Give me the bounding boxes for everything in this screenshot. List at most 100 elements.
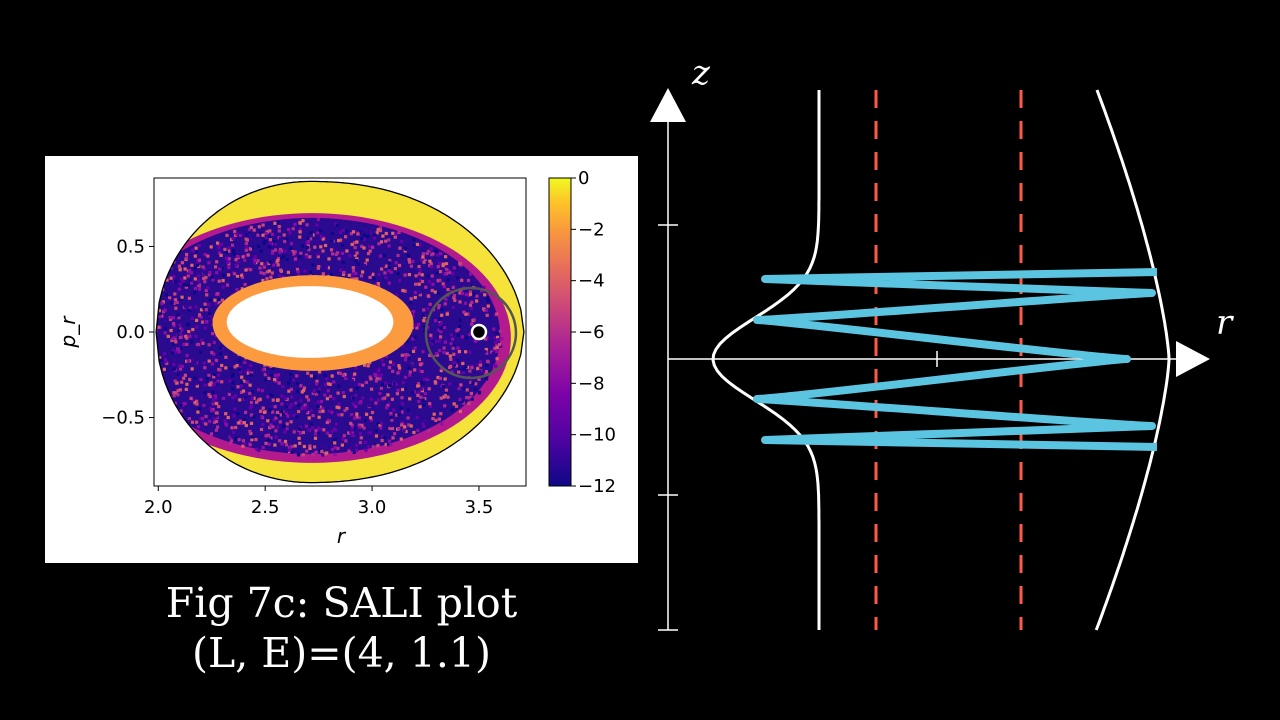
heatmap-cell xyxy=(452,281,456,285)
heatmap-cell xyxy=(354,443,359,448)
heatmap-cell xyxy=(373,372,377,376)
heatmap-cell xyxy=(325,431,329,435)
heatmap-cell xyxy=(330,374,334,378)
heatmap-cell xyxy=(295,267,300,272)
heatmap-cell xyxy=(249,225,253,229)
heatmap-cell xyxy=(402,422,406,426)
heatmap-cell xyxy=(209,381,213,385)
heatmap-cell xyxy=(428,353,432,357)
heatmap-cell xyxy=(256,244,260,249)
heatmap-cell xyxy=(245,238,249,242)
heatmap-cell xyxy=(443,393,447,397)
heatmap-cell xyxy=(336,446,340,450)
heatmap-cell xyxy=(355,400,359,404)
heatmap-cell xyxy=(443,326,447,330)
heatmap-cell xyxy=(406,347,410,351)
heatmap-cell xyxy=(398,366,402,370)
heatmap-cell xyxy=(368,271,372,275)
heatmap-cell xyxy=(249,268,253,272)
heatmap-cell xyxy=(195,420,199,424)
heatmap-cell xyxy=(340,243,345,248)
heatmap-cell xyxy=(172,322,176,326)
heatmap-cell xyxy=(309,237,313,241)
heatmap-cell xyxy=(416,384,420,388)
heatmap-cell xyxy=(417,361,421,365)
heatmap-cell xyxy=(195,325,199,329)
heatmap-cell xyxy=(193,361,197,365)
heatmap-cell xyxy=(297,436,301,440)
heatmap-cell xyxy=(284,396,288,400)
heatmap-cell xyxy=(259,431,264,435)
heatmap-cell xyxy=(389,270,393,274)
heatmap-cell xyxy=(404,246,408,251)
heatmap-cell xyxy=(414,357,418,361)
heatmap-cell xyxy=(430,253,434,257)
heatmap-cell xyxy=(197,258,202,262)
heatmap-cell xyxy=(428,402,432,406)
heatmap-cell xyxy=(460,400,464,404)
heatmap-cell xyxy=(446,278,451,282)
heatmap-cell xyxy=(427,429,431,433)
heatmap-cell xyxy=(253,259,257,263)
heatmap-cell xyxy=(400,396,404,400)
heatmap-cell xyxy=(420,328,424,332)
heatmap-cell xyxy=(423,392,427,396)
heatmap-cell xyxy=(407,353,411,357)
heatmap-cell xyxy=(248,429,252,433)
heatmap-cell xyxy=(325,420,329,425)
heatmap-cell xyxy=(195,382,199,386)
heatmap-cell xyxy=(318,405,322,409)
heatmap-cell xyxy=(188,378,192,382)
heatmap-cell xyxy=(486,331,490,335)
heatmap-cell xyxy=(281,410,285,414)
heatmap-cell xyxy=(455,355,460,359)
heatmap-cell xyxy=(365,431,369,435)
heatmap-cell xyxy=(438,376,442,380)
heatmap-cell xyxy=(437,417,441,421)
heatmap-cell xyxy=(371,433,375,437)
heatmap-cell xyxy=(452,361,456,365)
heatmap-cell xyxy=(266,433,271,437)
heatmap-cell xyxy=(183,402,187,406)
heatmap-cell xyxy=(145,361,148,364)
x-tick-label: 2.0 xyxy=(144,497,173,518)
heatmap-cell xyxy=(328,434,332,438)
heatmap-cell xyxy=(171,316,175,320)
heatmap-cell xyxy=(321,249,325,253)
heatmap-cell xyxy=(225,378,229,382)
heatmap-cell xyxy=(305,449,309,453)
heatmap-cell xyxy=(196,345,200,349)
heatmap-cell xyxy=(369,377,373,381)
heatmap-cell xyxy=(278,420,282,424)
heatmap-cell xyxy=(317,265,321,269)
heatmap-cell xyxy=(389,424,393,428)
heatmap-cell xyxy=(207,393,211,397)
heatmap-cell xyxy=(434,339,438,343)
heatmap-cell xyxy=(286,414,290,418)
heatmap-cell xyxy=(375,405,379,409)
heatmap-cell xyxy=(257,225,261,229)
heatmap-cell xyxy=(384,381,388,385)
heatmap-cell xyxy=(384,354,388,358)
heatmap-cell xyxy=(215,271,219,275)
heatmap-cell xyxy=(355,415,359,419)
heatmap-cell xyxy=(327,422,331,426)
heatmap-cell xyxy=(244,268,248,272)
heatmap-cell xyxy=(444,255,448,259)
heatmap-cell xyxy=(224,355,228,359)
heatmap-cell xyxy=(458,318,462,322)
heatmap-cell xyxy=(476,367,480,371)
heatmap-cell xyxy=(258,266,262,270)
heatmap-cell xyxy=(298,235,302,239)
heatmap-cell xyxy=(245,371,249,375)
heatmap-cell xyxy=(396,371,400,375)
heatmap-cell xyxy=(316,405,320,409)
heatmap-cell xyxy=(323,452,327,456)
r-axis-arrowhead xyxy=(1176,341,1210,377)
heatmap-cell xyxy=(415,242,419,246)
heatmap-cell xyxy=(458,324,462,328)
heatmap-cell xyxy=(397,413,401,417)
heatmap-cell xyxy=(202,403,206,408)
heatmap-cell xyxy=(382,253,387,258)
heatmap-cell xyxy=(190,316,194,320)
